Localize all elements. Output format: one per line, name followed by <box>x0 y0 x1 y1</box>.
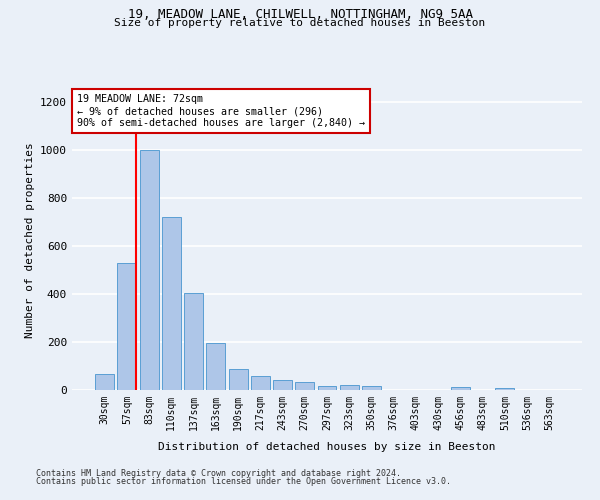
Bar <box>118 263 136 390</box>
Text: Size of property relative to detached houses in Beeston: Size of property relative to detached ho… <box>115 18 485 28</box>
Bar <box>140 150 158 390</box>
Bar <box>317 386 337 390</box>
Bar <box>295 382 314 390</box>
Bar <box>496 388 514 390</box>
Bar <box>184 293 203 390</box>
Bar <box>340 385 359 390</box>
Text: 19, MEADOW LANE, CHILWELL, NOTTINGHAM, NG9 5AA: 19, MEADOW LANE, CHILWELL, NOTTINGHAM, N… <box>128 8 473 20</box>
Text: 19 MEADOW LANE: 72sqm
← 9% of detached houses are smaller (296)
90% of semi-deta: 19 MEADOW LANE: 72sqm ← 9% of detached h… <box>77 94 365 128</box>
Bar <box>162 217 181 390</box>
Bar <box>206 342 225 390</box>
Y-axis label: Number of detached properties: Number of detached properties <box>25 142 35 338</box>
Bar <box>362 386 381 390</box>
Text: Contains public sector information licensed under the Open Government Licence v3: Contains public sector information licen… <box>36 477 451 486</box>
Bar <box>451 387 470 390</box>
Bar <box>251 376 270 390</box>
Bar <box>229 369 248 390</box>
Bar <box>273 380 292 390</box>
Text: Contains HM Land Registry data © Crown copyright and database right 2024.: Contains HM Land Registry data © Crown c… <box>36 468 401 477</box>
Text: Distribution of detached houses by size in Beeston: Distribution of detached houses by size … <box>158 442 496 452</box>
Bar <box>95 374 114 390</box>
